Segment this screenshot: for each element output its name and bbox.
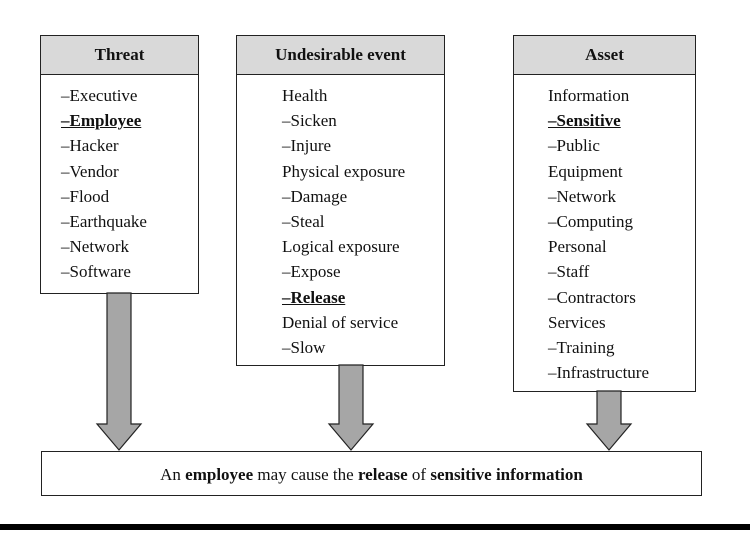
bottom-rule [0, 524, 750, 530]
result-text: An [160, 465, 186, 484]
undesirable-event-list: Health –Sicken –Injure Physical exposure –Da… [282, 83, 405, 360]
result-statement: An employee may cause the release of sen… [41, 451, 702, 496]
undesirable-event-item: Denial of service [282, 312, 399, 332]
undesirable-event-item: –Release [282, 287, 346, 307]
undesirable-event-item: –Damage [282, 186, 348, 206]
undesirable-event-item: Physical exposure [282, 161, 406, 181]
asset-header: Asset [513, 35, 696, 75]
threat-item: –Employee [61, 111, 142, 131]
threat-column [40, 35, 199, 294]
threat-list: –Executive –Employee –Hacker –Vendor –Flood –… [61, 83, 147, 285]
threat-item: –Vendor [61, 161, 119, 181]
asset-item: –Sensitive [548, 111, 621, 131]
asset-item: –Public [548, 136, 600, 156]
result-keyword: employee [185, 465, 254, 484]
threat-down-arrow [95, 292, 143, 451]
threat-item: –Hacker [61, 136, 119, 156]
asset-item: –Computing [548, 212, 634, 232]
undesirable-event-header: Undesirable event [236, 35, 445, 75]
threat-header: Threat [40, 35, 199, 75]
undesirable-event-item: –Expose [282, 262, 341, 282]
asset-item: –Infrastructure [548, 363, 650, 383]
asset-item: Services [548, 312, 606, 332]
asset-list: Information –Sensitive –Public Equipment –Ne… [548, 83, 649, 385]
asset-title: Asset [585, 45, 624, 64]
threat-title: Threat [94, 45, 145, 64]
undesirable-event-item: –Injure [282, 136, 332, 156]
asset-item: Personal [548, 237, 607, 257]
undesirable-event-item: –Sicken [282, 111, 337, 131]
asset-item: –Staff [548, 262, 590, 282]
result-text: may cause the [253, 465, 358, 484]
asset-item: –Training [548, 338, 615, 358]
undesirable-event-item: Health [282, 86, 328, 105]
undesirable-event-down-arrow [327, 364, 375, 451]
result-keyword: sensitive information [430, 465, 583, 484]
undesirable-event-title: Undesirable event [275, 45, 406, 64]
undesirable-event-column [236, 35, 445, 366]
threat-item: –Executive [61, 86, 138, 105]
threat-item: –Software [61, 262, 131, 282]
asset-down-arrow [585, 390, 633, 451]
threat-item: –Flood [61, 186, 110, 206]
asset-item: –Network [548, 186, 616, 206]
result-keyword: release [357, 465, 408, 484]
result-text: of [407, 465, 431, 484]
undesirable-event-item: Logical exposure [282, 237, 400, 257]
asset-item: –Contractors [548, 287, 636, 307]
undesirable-event-item: –Steal [282, 212, 325, 232]
asset-item: Equipment [548, 161, 623, 181]
threat-item: –Earthquake [61, 212, 147, 232]
asset-item: Information [548, 86, 630, 105]
threat-item: –Network [61, 237, 129, 257]
undesirable-event-item: –Slow [282, 338, 326, 358]
